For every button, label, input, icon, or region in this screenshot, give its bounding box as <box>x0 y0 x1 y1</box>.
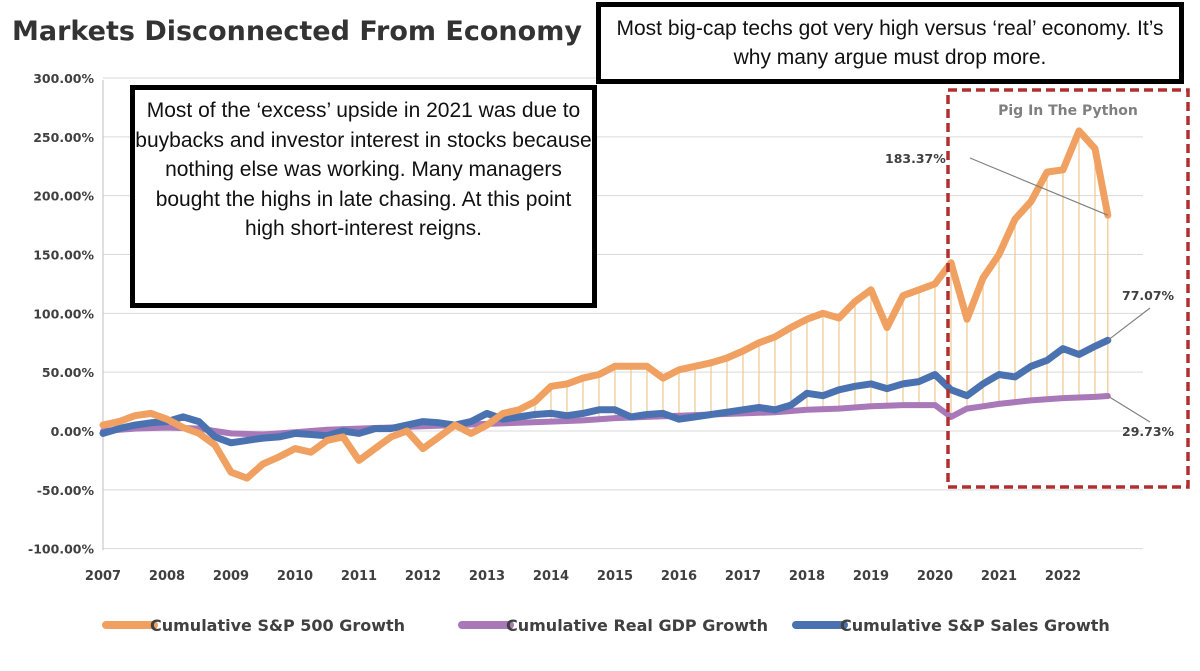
annotation-leader <box>1107 395 1151 423</box>
legend-label: Cumulative Real GDP Growth <box>506 616 768 635</box>
y-tick-label: -50.00% <box>37 483 95 498</box>
x-tick-label: 2010 <box>277 569 313 584</box>
x-tick-label: 2011 <box>341 569 377 584</box>
x-tick-label: 2007 <box>85 569 121 584</box>
x-tick-label: 2018 <box>789 569 825 584</box>
highlight-box <box>946 88 1190 489</box>
real-gdp-growth-line <box>100 393 1111 438</box>
legend: Cumulative S&P 500 Growth Cumulative Real… <box>102 616 1110 635</box>
highlight-region: Pig In The Python <box>946 88 1190 489</box>
chart-title: Markets Disconnected From Economy <box>12 16 582 47</box>
callout-left: Most of the ‘excess’ upside in 2021 was … <box>130 85 597 308</box>
annotation-leader <box>969 157 1109 216</box>
x-axis-ticks: 2007 2008 2009 2010 2011 2012 2013 2014 2015 2016… <box>85 569 1081 584</box>
x-tick-label: 2020 <box>917 569 953 584</box>
annotation-leader <box>1107 307 1151 341</box>
legend-label: Cumulative S&P Sales Growth <box>840 616 1110 635</box>
y-tick-label: -100.00% <box>28 542 94 557</box>
x-tick-label: 2012 <box>405 569 441 584</box>
y-tick-label: 250.00% <box>33 130 94 145</box>
series-lines <box>99 127 1112 482</box>
y-tick-label: 300.00% <box>33 71 94 86</box>
x-tick-label: 2017 <box>725 569 761 584</box>
x-tick-label: 2019 <box>853 569 889 584</box>
y-tick-label: 150.00% <box>33 248 94 263</box>
annotation-label: 183.37% <box>885 151 946 166</box>
x-tick-label: 2016 <box>661 569 697 584</box>
x-tick-label: 2022 <box>1045 569 1081 584</box>
sp500-growth-line <box>99 127 1112 482</box>
y-tick-label: 200.00% <box>33 189 94 204</box>
annotation-label: 77.07% <box>1122 288 1175 303</box>
legend-label: Cumulative S&P 500 Growth <box>150 616 405 635</box>
y-tick-label: 100.00% <box>33 306 94 321</box>
x-tick-label: 2015 <box>597 569 633 584</box>
sp-sales-growth-line <box>99 336 1112 447</box>
y-tick-label: 50.00% <box>42 365 95 380</box>
x-tick-label: 2021 <box>981 569 1017 584</box>
x-tick-label: 2014 <box>533 569 569 584</box>
highlight-label: Pig In The Python <box>998 103 1138 119</box>
annotation-label: 29.73% <box>1122 424 1175 439</box>
x-tick-label: 2013 <box>469 569 505 584</box>
value-annotations: 183.37% 77.07% 29.73% <box>885 151 1175 439</box>
y-tick-label: 0.00% <box>51 424 95 439</box>
x-tick-label: 2009 <box>213 569 249 584</box>
gap-lines <box>486 130 1109 426</box>
y-axis-ticks: 300.00% 250.00% 200.00% 150.00% 100.00% 50.00… <box>28 71 94 557</box>
callout-top: Most big-cap techs got very high versus … <box>596 2 1184 84</box>
x-tick-label: 2008 <box>149 569 185 584</box>
